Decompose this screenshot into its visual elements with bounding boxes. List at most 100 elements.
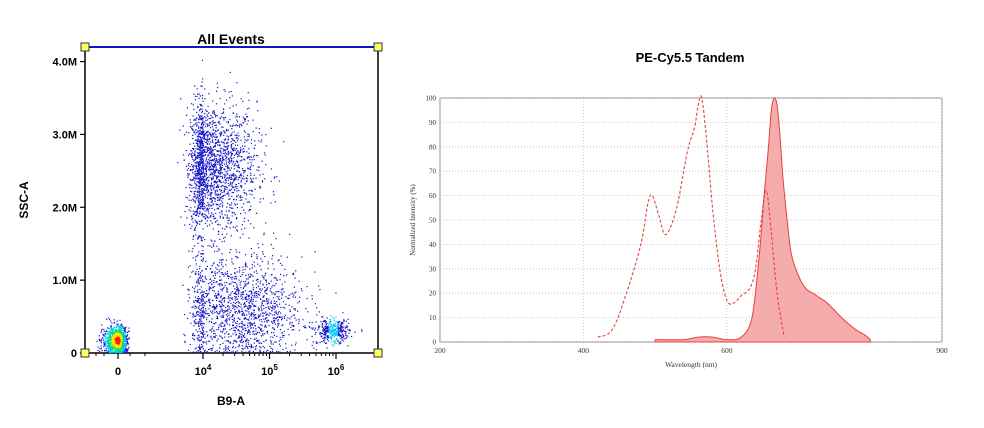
event-point [205,268,207,270]
event-point [272,297,275,299]
event-point [126,339,128,341]
event-point [123,346,126,349]
event-point [125,326,127,328]
event-point [253,322,255,324]
gate-handle-bottom-left[interactable] [80,348,90,358]
event-point [266,293,268,295]
event-point [211,318,213,320]
event-point [234,293,236,295]
event-point [294,344,297,346]
event-point [255,305,257,307]
event-point [327,331,330,333]
event-point [225,273,227,275]
event-point [193,213,195,215]
event-point [193,124,195,126]
event-point [199,146,201,149]
event-point [122,342,124,344]
event-point [217,224,219,226]
event-point [201,199,203,201]
event-point [194,165,196,167]
event-point [206,119,209,121]
event-point [192,210,194,212]
event-point [271,286,273,288]
event-point [211,152,213,154]
event-point [192,286,194,288]
event-point [241,168,244,170]
event-point [193,154,196,157]
event-point [294,296,296,298]
event-point [259,282,261,284]
event-point [199,178,201,180]
event-point [279,312,282,314]
event-point [226,148,228,150]
event-point [202,345,204,347]
event-point [225,171,227,173]
event-point [233,340,235,342]
event-point [205,186,207,188]
spectrum-x-tick-label: 200 [434,346,446,355]
event-point [198,160,200,162]
event-point [226,172,228,174]
event-point [207,163,209,165]
event-point [120,337,122,339]
event-point [258,247,260,249]
event-point [239,123,241,125]
event-point [247,133,249,135]
event-point [262,251,264,253]
event-point [226,153,228,155]
event-point [244,305,246,308]
event-point [217,177,219,179]
event-point [330,341,332,343]
event-point [195,351,197,353]
gate-handle-bottom-right[interactable] [373,348,383,358]
event-point [197,335,199,337]
event-point [228,336,230,338]
event-point [226,193,228,195]
event-point [197,148,199,150]
event-point [246,180,248,182]
event-point [275,301,278,303]
event-point [219,173,221,175]
event-point [110,338,112,340]
event-point [337,326,339,328]
event-point [220,279,222,281]
event-point [252,156,255,158]
event-point [196,157,198,159]
event-point [250,161,252,164]
event-point [217,141,219,143]
event-point [209,204,211,206]
event-point [273,317,275,319]
event-point [190,154,192,156]
gate-handle-top-left[interactable] [80,42,90,52]
gate-handle-top-right[interactable] [373,42,383,52]
event-point [108,331,110,333]
event-point [245,310,247,312]
event-point [125,340,127,342]
event-point [219,194,221,196]
event-point [223,348,225,350]
event-point [209,157,211,159]
event-point [263,276,265,278]
event-point [195,312,198,314]
event-point [220,295,223,297]
event-point [197,339,199,341]
event-point [215,160,217,162]
event-point [222,159,224,161]
event-point [202,143,204,145]
event-point [261,260,263,263]
event-point [112,329,114,331]
event-point [246,307,249,309]
event-point [272,322,274,324]
event-point [214,170,216,172]
gate-handles[interactable] [80,42,383,358]
event-point [191,216,193,218]
event-point [202,164,204,166]
event-point [215,134,217,136]
event-point [272,350,274,352]
flow-plot[interactable]: All Events 01.0M2.0M3.0M4.0M 0 104 105 106 … [17,31,383,408]
event-point [272,327,274,329]
event-point [235,291,237,293]
event-point [336,339,338,341]
event-point [216,268,218,270]
event-point [193,245,196,247]
